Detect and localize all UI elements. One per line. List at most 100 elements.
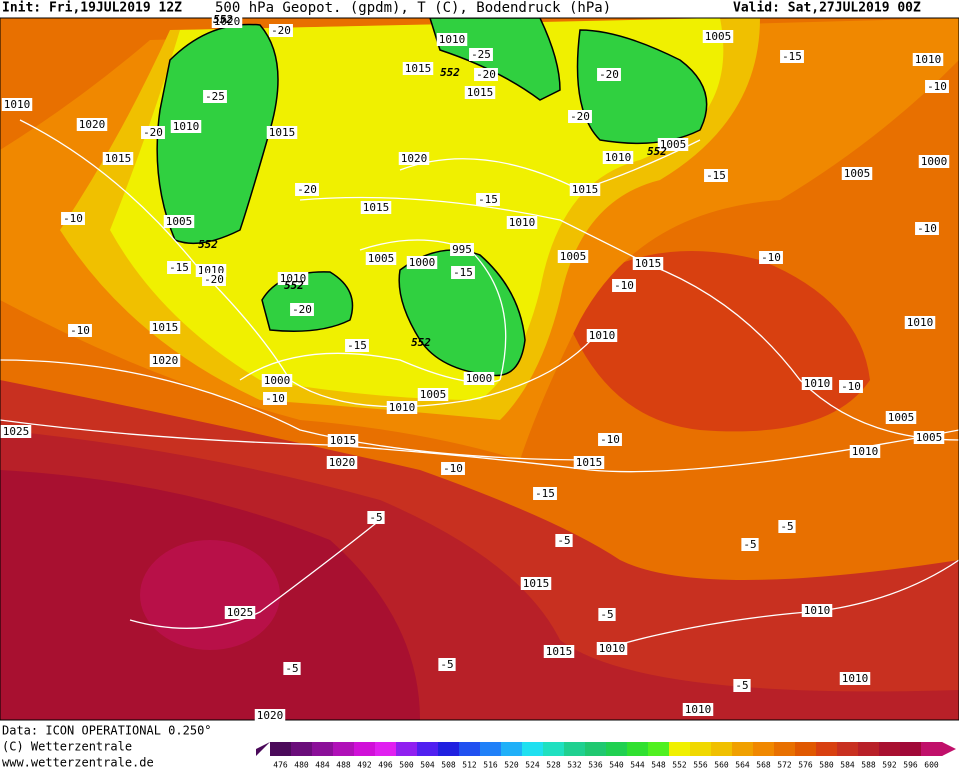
- pressure-label: 1005: [560, 250, 587, 263]
- colorbar-swatch: [312, 742, 334, 756]
- pressure-label: 1025: [3, 425, 30, 438]
- temperature-label-box: [345, 339, 369, 352]
- pressure-label: 1010: [4, 98, 31, 111]
- colorbar-swatch: [900, 742, 922, 756]
- pressure-label: 1005: [705, 30, 732, 43]
- temperature-label-box: [780, 50, 804, 63]
- colorbar-swatch: [648, 742, 670, 756]
- colorbar-label: 500: [399, 761, 414, 770]
- pressure-label: 1020: [329, 456, 356, 469]
- temperature-label: -15: [453, 266, 473, 279]
- colorbar-label: 596: [903, 761, 918, 770]
- temperature-label: -20: [292, 303, 312, 316]
- pressure-label: 1010: [915, 53, 942, 66]
- pressure-label-box: [254, 709, 286, 722]
- temperature-label: -25: [205, 90, 225, 103]
- pressure-label-box: [398, 152, 430, 165]
- temperature-label-box: [474, 68, 498, 81]
- temperature-label-box: [451, 266, 475, 279]
- pressure-label-box: [386, 401, 418, 414]
- colorbar-label: 524: [525, 761, 540, 770]
- temperature-label-box: [295, 183, 319, 196]
- pressure-label-box: [327, 434, 359, 447]
- temperature-label-box: [202, 273, 226, 286]
- colorbar-label: 508: [441, 761, 456, 770]
- temperature-label: -5: [369, 511, 382, 524]
- pressure-label-box: [849, 445, 881, 458]
- colorbar-swatch: [816, 742, 838, 756]
- map-title: 500 hPa Geopot. (gpdm), T (C), Bodendruc…: [215, 0, 611, 16]
- temperature-label: -10: [927, 80, 947, 93]
- colorbar-arrow: [256, 742, 270, 756]
- copyright: (C) Wetterzentrale: [2, 740, 132, 754]
- colorbar-label: 552: [672, 761, 687, 770]
- pressure-label: 1010: [685, 703, 712, 716]
- colorbar-swatch: [837, 742, 859, 756]
- pressure-label: 1015: [405, 62, 432, 75]
- pressure-label: 1005: [420, 388, 447, 401]
- colorbar-label: 600: [924, 761, 939, 770]
- temperature-label: -10: [841, 380, 861, 393]
- website: www.wetterzentrale.de: [2, 756, 154, 770]
- temperature-label: -20: [599, 68, 619, 81]
- pressure-label: 1015: [105, 152, 132, 165]
- colorbar-label: 516: [483, 761, 498, 770]
- temperature-label: -15: [169, 261, 189, 274]
- pressure-label-box: [586, 329, 618, 342]
- pressure-label-box: [918, 155, 950, 168]
- colorbar-swatch: [858, 742, 880, 756]
- temperature-label: -10: [600, 433, 620, 446]
- pressure-label-box: [170, 120, 202, 133]
- colorbar-swatch: [543, 742, 565, 756]
- temperature-label: -5: [557, 534, 570, 547]
- colorbar-swatch: [396, 742, 418, 756]
- pressure-label: 1010: [280, 272, 307, 285]
- pressure-label: 1010: [907, 316, 934, 329]
- colorbar-label: 544: [630, 761, 645, 770]
- temperature-label-box: [568, 110, 592, 123]
- temperature-label-box: [441, 462, 465, 475]
- colorbar-label: 480: [294, 761, 309, 770]
- colorbar-swatch: [690, 742, 712, 756]
- pressure-label: 1015: [572, 183, 599, 196]
- temperature-label-box: [203, 90, 227, 103]
- map-labels: 1020 1010 1005 1010 1015 1015 1010 1020 1010 1015…: [0, 13, 950, 722]
- colorbar-swatch: [921, 742, 943, 756]
- pressure-label-box: [702, 30, 734, 43]
- colorbar-label: 540: [609, 761, 624, 770]
- temperature-label-box: [733, 679, 751, 692]
- temperature-label-box: [598, 433, 622, 446]
- temperature-label: -15: [782, 50, 802, 63]
- temperature-label-box: [612, 279, 636, 292]
- temperature-label: -5: [743, 538, 756, 551]
- pressure-label-box: [464, 86, 496, 99]
- colorbar-swatch: [774, 742, 796, 756]
- colorbar-swatch: [522, 742, 544, 756]
- colorbar-label: 588: [861, 761, 876, 770]
- colorbar-swatch: [795, 742, 817, 756]
- pressure-label-box: [149, 321, 181, 334]
- pressure-label-box: [402, 62, 434, 75]
- temperature-label-box: [269, 24, 293, 37]
- pressure-label: 1015: [152, 321, 179, 334]
- pressure-label-box: [149, 354, 181, 367]
- temperature-label-box: [68, 324, 92, 337]
- map-frame: [0, 17, 959, 721]
- temperature-label: -15: [535, 487, 555, 500]
- temperature-label: -20: [143, 126, 163, 139]
- pressure-label-box: [436, 33, 468, 46]
- temperature-label: -5: [780, 520, 793, 533]
- colorbar-label: 556: [693, 761, 708, 770]
- pressure-label: 1010: [389, 401, 416, 414]
- colorbar-swatch: [354, 742, 376, 756]
- temperature-label: -5: [440, 658, 453, 671]
- colorbar-swatch: [564, 742, 586, 756]
- colorbar-swatch: [732, 742, 754, 756]
- height-label: 552: [198, 238, 218, 251]
- colorbar-label: 564: [735, 761, 750, 770]
- pressure-label-box: [261, 374, 293, 387]
- pressure-label-box: [557, 250, 589, 263]
- pressure-label: 1010: [605, 151, 632, 164]
- colorbar-label: 520: [504, 761, 519, 770]
- colorbar-swatch: [459, 742, 481, 756]
